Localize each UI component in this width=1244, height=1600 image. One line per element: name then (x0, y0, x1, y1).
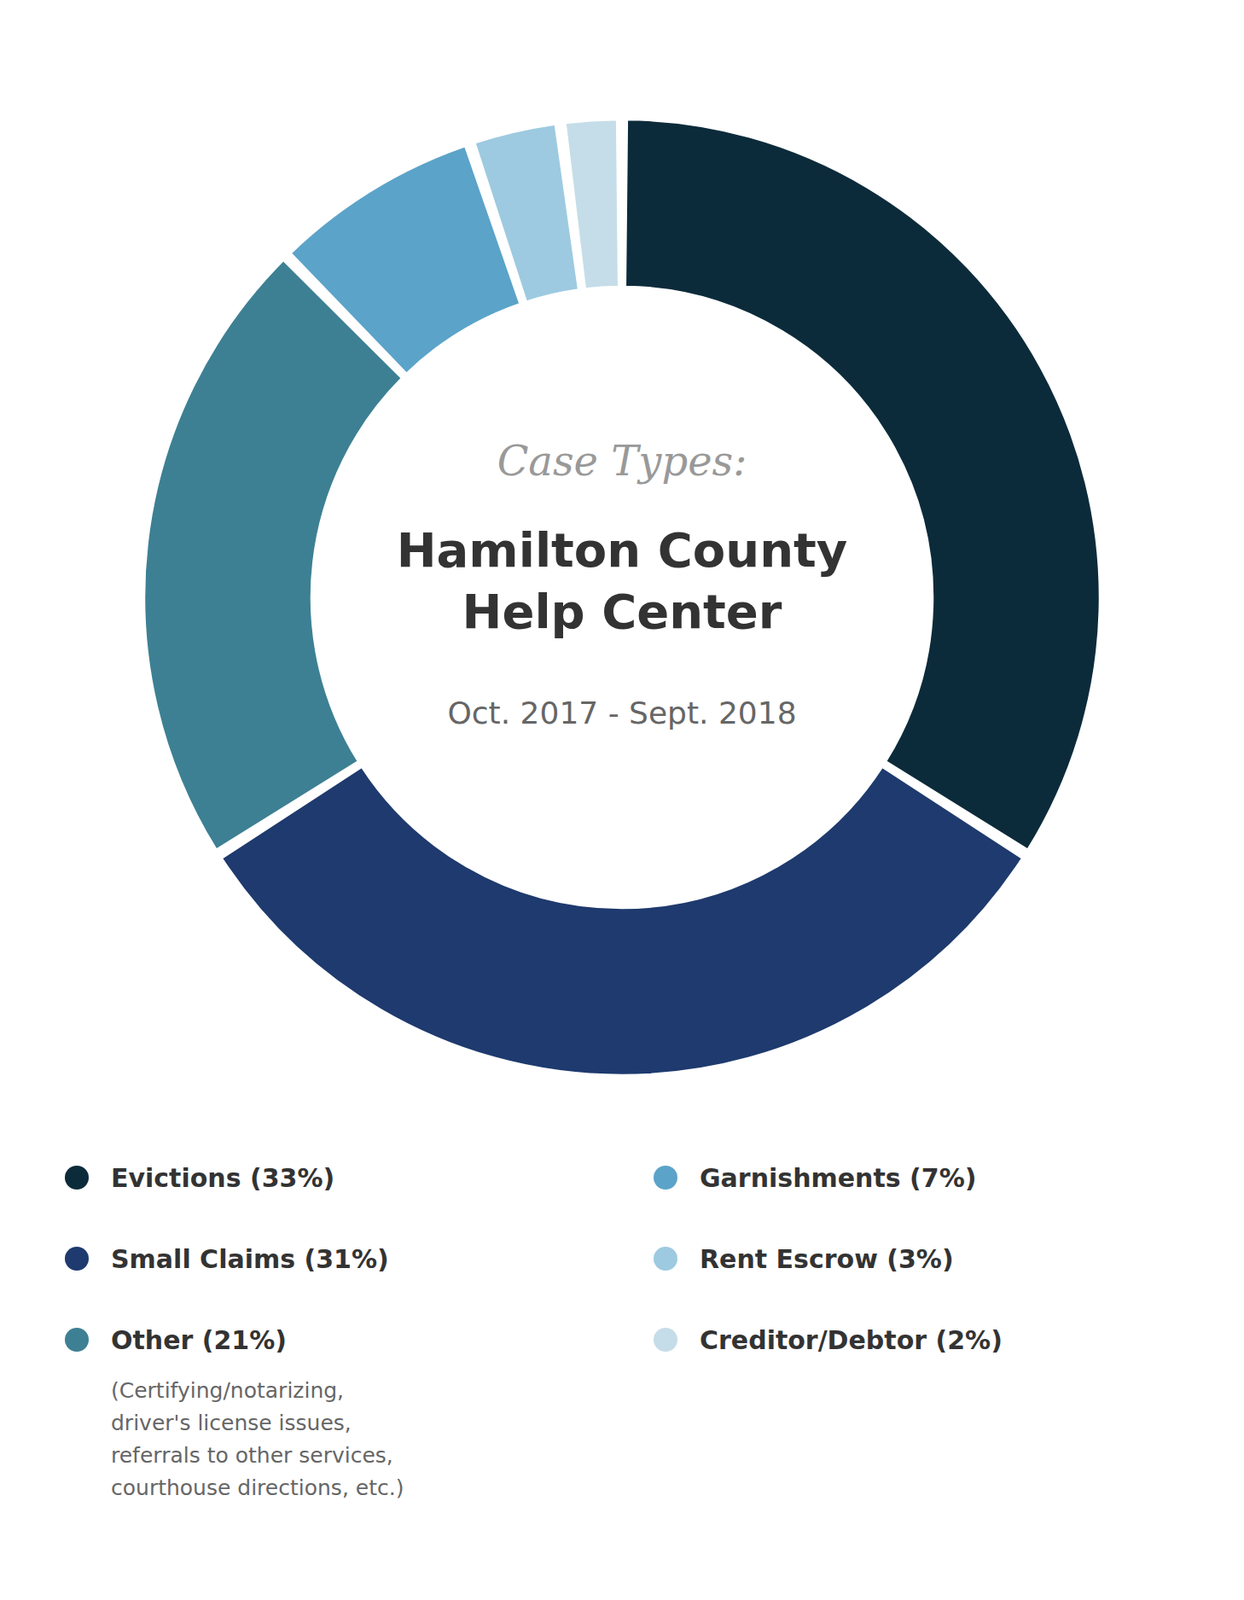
legend-note: (Certifying/notarizing,driver's license … (110, 1377, 404, 1500)
legend-label: Creditor/Debtor (2%) (699, 1325, 1003, 1355)
legend-swatch (653, 1246, 678, 1271)
legend-swatch (653, 1327, 678, 1352)
donut (144, 119, 1100, 1076)
title: Case Types: (497, 436, 748, 485)
slice (290, 145, 520, 374)
chart: Case Types: Hamilton CountyHelp Center Oct… (0, 0, 1244, 1600)
subtitle: Hamilton CountyHelp Center (396, 522, 849, 640)
legend-label: Rent Escrow (3%) (699, 1244, 954, 1274)
legend-swatch (64, 1327, 89, 1352)
chart-container: Case Types: Hamilton CountyHelp Center Oct… (0, 0, 1244, 1600)
slice (564, 119, 619, 290)
slice (144, 260, 402, 850)
legend-label: Evictions (33%) (110, 1162, 335, 1193)
legend-swatch (64, 1246, 89, 1271)
legend-label: Other (21%) (110, 1325, 287, 1355)
slice (474, 123, 579, 302)
legend-label: Small Claims (31%) (110, 1244, 390, 1274)
legend-swatch (653, 1165, 678, 1190)
legend-label: Garnishments (7%) (699, 1162, 977, 1193)
date-range: Oct. 2017 - Sept. 2018 (447, 695, 797, 731)
legend-swatch (64, 1165, 89, 1190)
legend: Evictions (33%) Small Claims (31%) Other (… (64, 1162, 1003, 1355)
background (0, 0, 1244, 1600)
slice (221, 767, 1024, 1076)
